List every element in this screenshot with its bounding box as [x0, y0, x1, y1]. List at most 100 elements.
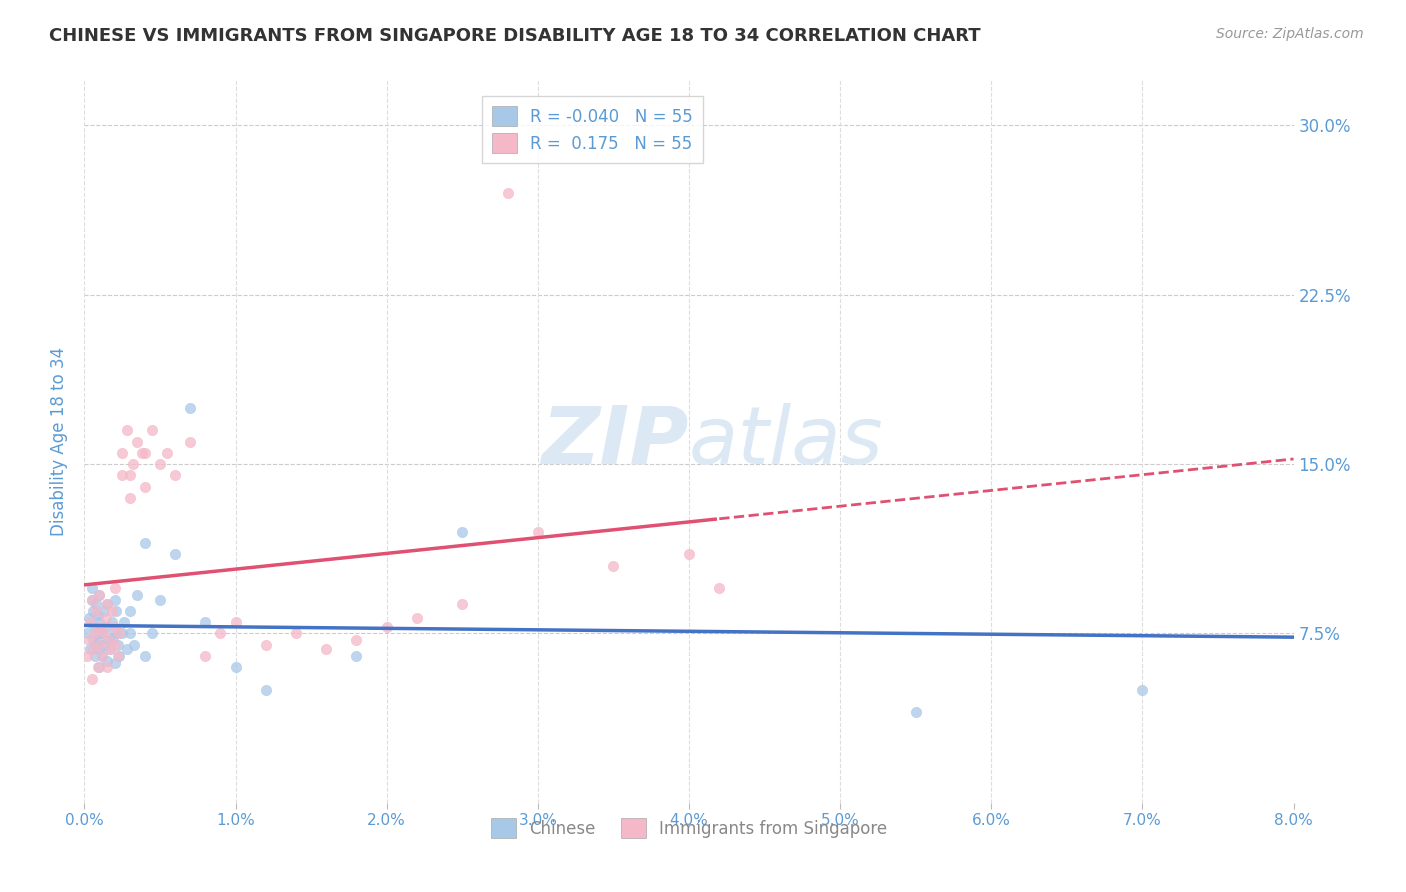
Point: [1132, 682, 1154, 697]
Point: [104, 620, 127, 634]
Point: [80, 582, 103, 596]
Point: [179, 434, 201, 449]
Text: atlas: atlas: [689, 402, 884, 481]
Point: [165, 468, 187, 483]
Point: [89, 588, 111, 602]
Point: [89, 642, 111, 657]
Point: [141, 423, 163, 437]
Text: ZIP: ZIP: [541, 402, 689, 481]
Point: [121, 457, 143, 471]
Text: Source: ZipAtlas.com: Source: ZipAtlas.com: [1216, 27, 1364, 41]
Point: [451, 597, 474, 611]
Point: [86, 604, 108, 618]
Point: [87, 626, 110, 640]
Point: [96, 597, 118, 611]
Point: [111, 468, 134, 483]
Point: [406, 610, 429, 624]
Point: [904, 706, 927, 720]
Point: [149, 457, 172, 471]
Point: [82, 633, 104, 648]
Point: [97, 633, 120, 648]
Point: [111, 446, 134, 460]
Point: [112, 615, 135, 630]
Point: [82, 642, 104, 657]
Point: [118, 468, 141, 483]
Point: [84, 620, 107, 634]
Point: [225, 660, 247, 674]
Point: [100, 604, 122, 618]
Point: [98, 642, 121, 657]
Point: [96, 597, 118, 611]
Point: [94, 620, 117, 634]
Point: [82, 604, 104, 618]
Point: [89, 588, 111, 602]
Text: CHINESE VS IMMIGRANTS FROM SINGAPORE DISABILITY AGE 18 TO 34 CORRELATION CHART: CHINESE VS IMMIGRANTS FROM SINGAPORE DIS…: [49, 27, 981, 45]
Point: [100, 615, 122, 630]
Point: [96, 654, 118, 668]
Point: [80, 672, 103, 686]
Point: [709, 582, 731, 596]
Point: [285, 626, 308, 640]
Point: [194, 648, 217, 663]
Point: [76, 648, 98, 663]
Point: [77, 633, 100, 648]
Point: [84, 626, 107, 640]
Legend: Chinese, Immigrants from Singapore: Chinese, Immigrants from Singapore: [484, 812, 894, 845]
Point: [156, 446, 179, 460]
Point: [87, 608, 110, 623]
Point: [134, 446, 156, 460]
Y-axis label: Disability Age 18 to 34: Disability Age 18 to 34: [51, 347, 69, 536]
Point: [179, 401, 201, 415]
Point: [89, 615, 111, 630]
Point: [131, 446, 153, 460]
Point: [194, 615, 217, 630]
Point: [209, 626, 232, 640]
Point: [76, 626, 98, 640]
Point: [91, 648, 114, 663]
Point: [346, 648, 368, 663]
Point: [127, 588, 149, 602]
Point: [104, 592, 127, 607]
Point: [496, 186, 519, 201]
Point: [87, 660, 110, 674]
Point: [225, 615, 247, 630]
Point: [86, 638, 108, 652]
Point: [93, 638, 115, 652]
Point: [254, 682, 277, 697]
Point: [101, 631, 124, 645]
Point: [77, 610, 100, 624]
Point: [79, 615, 101, 630]
Point: [104, 626, 127, 640]
Point: [115, 642, 138, 657]
Point: [89, 660, 111, 674]
Point: [346, 633, 368, 648]
Point: [104, 656, 127, 670]
Point: [91, 648, 114, 663]
Point: [118, 604, 141, 618]
Point: [93, 604, 115, 618]
Point: [149, 592, 172, 607]
Point: [107, 638, 129, 652]
Point: [165, 548, 187, 562]
Point: [107, 648, 129, 663]
Point: [98, 642, 121, 657]
Point: [527, 524, 550, 539]
Point: [254, 638, 277, 652]
Point: [315, 642, 337, 657]
Point: [118, 626, 141, 640]
Point: [89, 638, 111, 652]
Point: [104, 582, 127, 596]
Point: [86, 597, 108, 611]
Point: [89, 633, 111, 648]
Point: [375, 620, 398, 634]
Point: [94, 610, 117, 624]
Point: [678, 548, 700, 562]
Point: [93, 626, 115, 640]
Point: [91, 626, 114, 640]
Point: [97, 633, 120, 648]
Point: [104, 638, 127, 652]
Point: [602, 558, 624, 573]
Point: [80, 592, 103, 607]
Point: [134, 480, 156, 494]
Point: [79, 642, 101, 657]
